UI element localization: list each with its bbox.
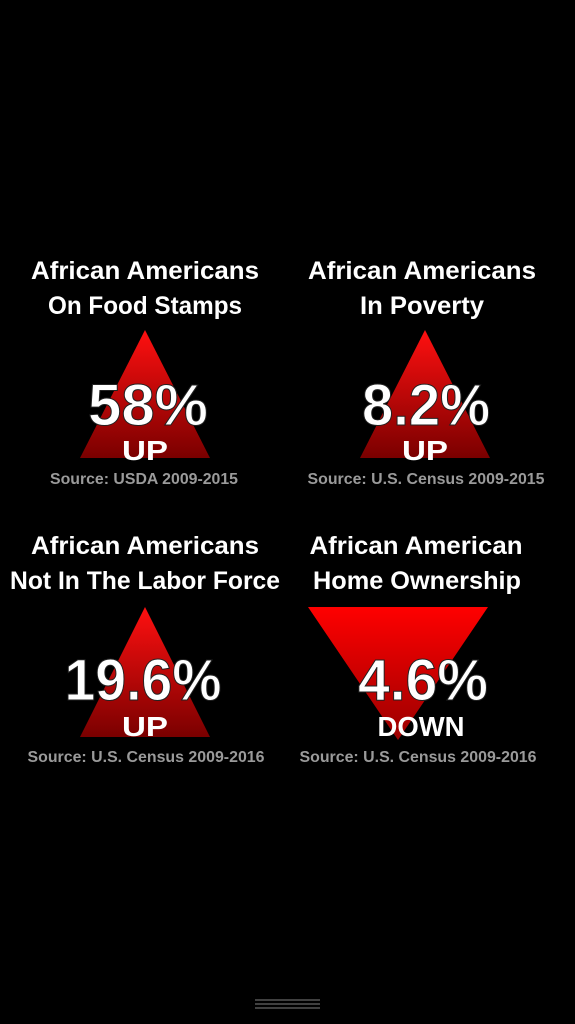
panel-title: African Americans (31, 257, 259, 285)
panel-title: On Food Stamps (48, 292, 242, 320)
up-triangle (360, 330, 490, 458)
panel-value: 8.2% (362, 373, 490, 438)
panel: African Americans In Poverty 8.2% UP Sou… (308, 257, 545, 488)
panel-value: 58% (88, 373, 208, 438)
panel-value: 19.6% (65, 648, 222, 713)
panel-title: In Poverty (360, 292, 484, 320)
panel-source: Source: USDA 2009-2015 (50, 471, 238, 488)
panel-title: African Americans (308, 257, 536, 285)
panel-direction: UP (122, 711, 168, 742)
panel-source: Source: U.S. Census 2009-2015 (308, 471, 545, 488)
home-indicator (255, 999, 320, 1009)
panel-value: 4.6% (358, 648, 488, 713)
panel-title: Not In The Labor Force (10, 567, 280, 595)
down-triangle (308, 607, 488, 740)
panel-direction: UP (402, 435, 448, 466)
panel: African American Home Ownership 4.6% DOW… (300, 532, 537, 766)
panel-direction: DOWN (378, 711, 465, 742)
panel-direction: UP (122, 435, 168, 466)
panel: African Americans Not In The Labor Force… (10, 532, 280, 766)
panel-title: African American (310, 532, 523, 560)
panel-source: Source: U.S. Census 2009-2016 (28, 749, 265, 766)
panel-source: Source: U.S. Census 2009-2016 (300, 749, 537, 766)
panel: African Americans On Food Stamps 58% UP … (31, 257, 259, 488)
panel-title: African Americans (31, 532, 259, 560)
up-triangle (80, 330, 210, 458)
panel-title: Home Ownership (313, 567, 521, 595)
up-triangle (80, 607, 210, 737)
